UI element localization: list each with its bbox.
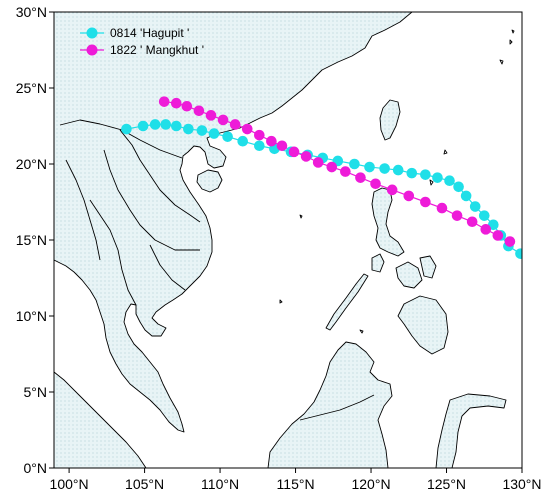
hainan-island [196, 169, 223, 193]
hagupit-track-point [460, 190, 472, 202]
hagupit-track-point [469, 201, 481, 212]
mangkhut-track-point [288, 146, 300, 158]
mangkhut-track-point [492, 230, 504, 241]
x-tick-label: 115°N [277, 476, 315, 492]
hagupit-track-point [170, 120, 182, 132]
hagupit-track-point [420, 169, 431, 180]
hagupit-track-point [237, 135, 249, 147]
x-tick-label: 110°N [201, 476, 239, 492]
mindanao-island [397, 295, 449, 355]
hagupit-track-point [515, 248, 522, 259]
hagupit-track-point [478, 210, 490, 221]
hagupit-track-point [208, 128, 220, 139]
x-tick-label: 130°N [502, 476, 541, 492]
mangkhut-track-point [370, 178, 381, 190]
y-tick-label: 10°N [16, 308, 47, 324]
mangkhut-track-point [193, 105, 205, 117]
borneo-island [267, 341, 393, 468]
y-tick-label: 25°N [16, 80, 47, 96]
mangkhut-track-point [217, 114, 229, 126]
x-tick-label: 125°N [427, 476, 466, 492]
legend-hagupit-marker [86, 27, 98, 39]
map-axes: 100°N 105°N 110°N 115°N 120°N 125°N 130°N 0°N 5°… [16, 4, 542, 492]
x-tick-label: 100°N [50, 476, 89, 492]
mindoro-island [371, 253, 385, 273]
mangkhut-track-point [241, 123, 253, 135]
sulawesi-island [435, 393, 507, 468]
y-tick-label: 20°N [16, 156, 47, 172]
basemap [54, 12, 515, 468]
mangkhut-track-point [340, 166, 351, 177]
hagupit-track-point [364, 161, 375, 173]
luzon-island [371, 187, 405, 257]
mangkhut-track-point [480, 224, 492, 235]
hagupit-track-point [406, 167, 418, 179]
mangkhut-track-point [451, 210, 463, 221]
taiwan-island [379, 99, 401, 141]
legend-mangkhut-marker [86, 44, 98, 56]
mangkhut-track-point [266, 135, 277, 147]
hagupit-track-point [392, 164, 404, 176]
legend-hagupit-label: 0814 'Hagupit ' [110, 26, 189, 40]
mangkhut-track-point [312, 157, 324, 168]
hagupit-track-point [349, 158, 360, 170]
mangkhut-track-point [466, 216, 478, 228]
mainland-asia [54, 12, 413, 433]
typhoon-tracks [121, 96, 522, 259]
hagupit-track-point [160, 119, 172, 130]
legend-mangkhut-label: 1822 ' Mangkhut ' [110, 43, 204, 57]
hagupit-track-point [379, 163, 390, 174]
hagupit-track-point [149, 119, 161, 130]
hagupit-track-point [444, 175, 455, 187]
mangkhut-track-point [355, 172, 366, 183]
mangkhut-track-point [420, 196, 431, 208]
mangkhut-track-point [300, 151, 312, 162]
hagupit-track-point [137, 120, 149, 132]
y-tick-label: 15°N [16, 232, 47, 248]
mangkhut-track-point [386, 184, 398, 196]
x-tick-label: 120°N [351, 476, 390, 492]
y-tick-label: 5°N [24, 384, 48, 400]
mangkhut-track-point [326, 161, 338, 173]
hagupit-track-point [453, 181, 464, 193]
hagupit-track-point [183, 123, 194, 135]
mangkhut-track-point [254, 129, 265, 141]
mangkhut-track-point [403, 190, 415, 202]
legend: 0814 'Hagupit ' 1822 ' Mangkhut ' [80, 26, 204, 57]
mangkhut-track-point [504, 236, 516, 247]
hagupit-track-point [121, 123, 132, 135]
samar-island [419, 255, 437, 279]
x-tick-label: 105°N [125, 476, 164, 492]
mangkhut-track-point [205, 110, 217, 121]
y-tick-label: 30°N [16, 4, 47, 20]
mangkhut-track-point [229, 119, 241, 130]
mangkhut-track-point [158, 96, 170, 107]
mangkhut-track-point [436, 202, 448, 214]
hagupit-track-point [222, 131, 233, 142]
mangkhut-track-point [170, 97, 182, 109]
sumatra-island [54, 371, 147, 468]
hagupit-track-point [196, 125, 208, 136]
y-tick-label: 0°N [24, 460, 48, 476]
hagupit-track-point [432, 172, 443, 183]
mangkhut-track-point [181, 100, 193, 112]
visayas-islands [395, 261, 423, 289]
mangkhut-track-point [276, 140, 288, 152]
hagupit-track-point [254, 140, 265, 152]
palawan-island [325, 273, 369, 331]
